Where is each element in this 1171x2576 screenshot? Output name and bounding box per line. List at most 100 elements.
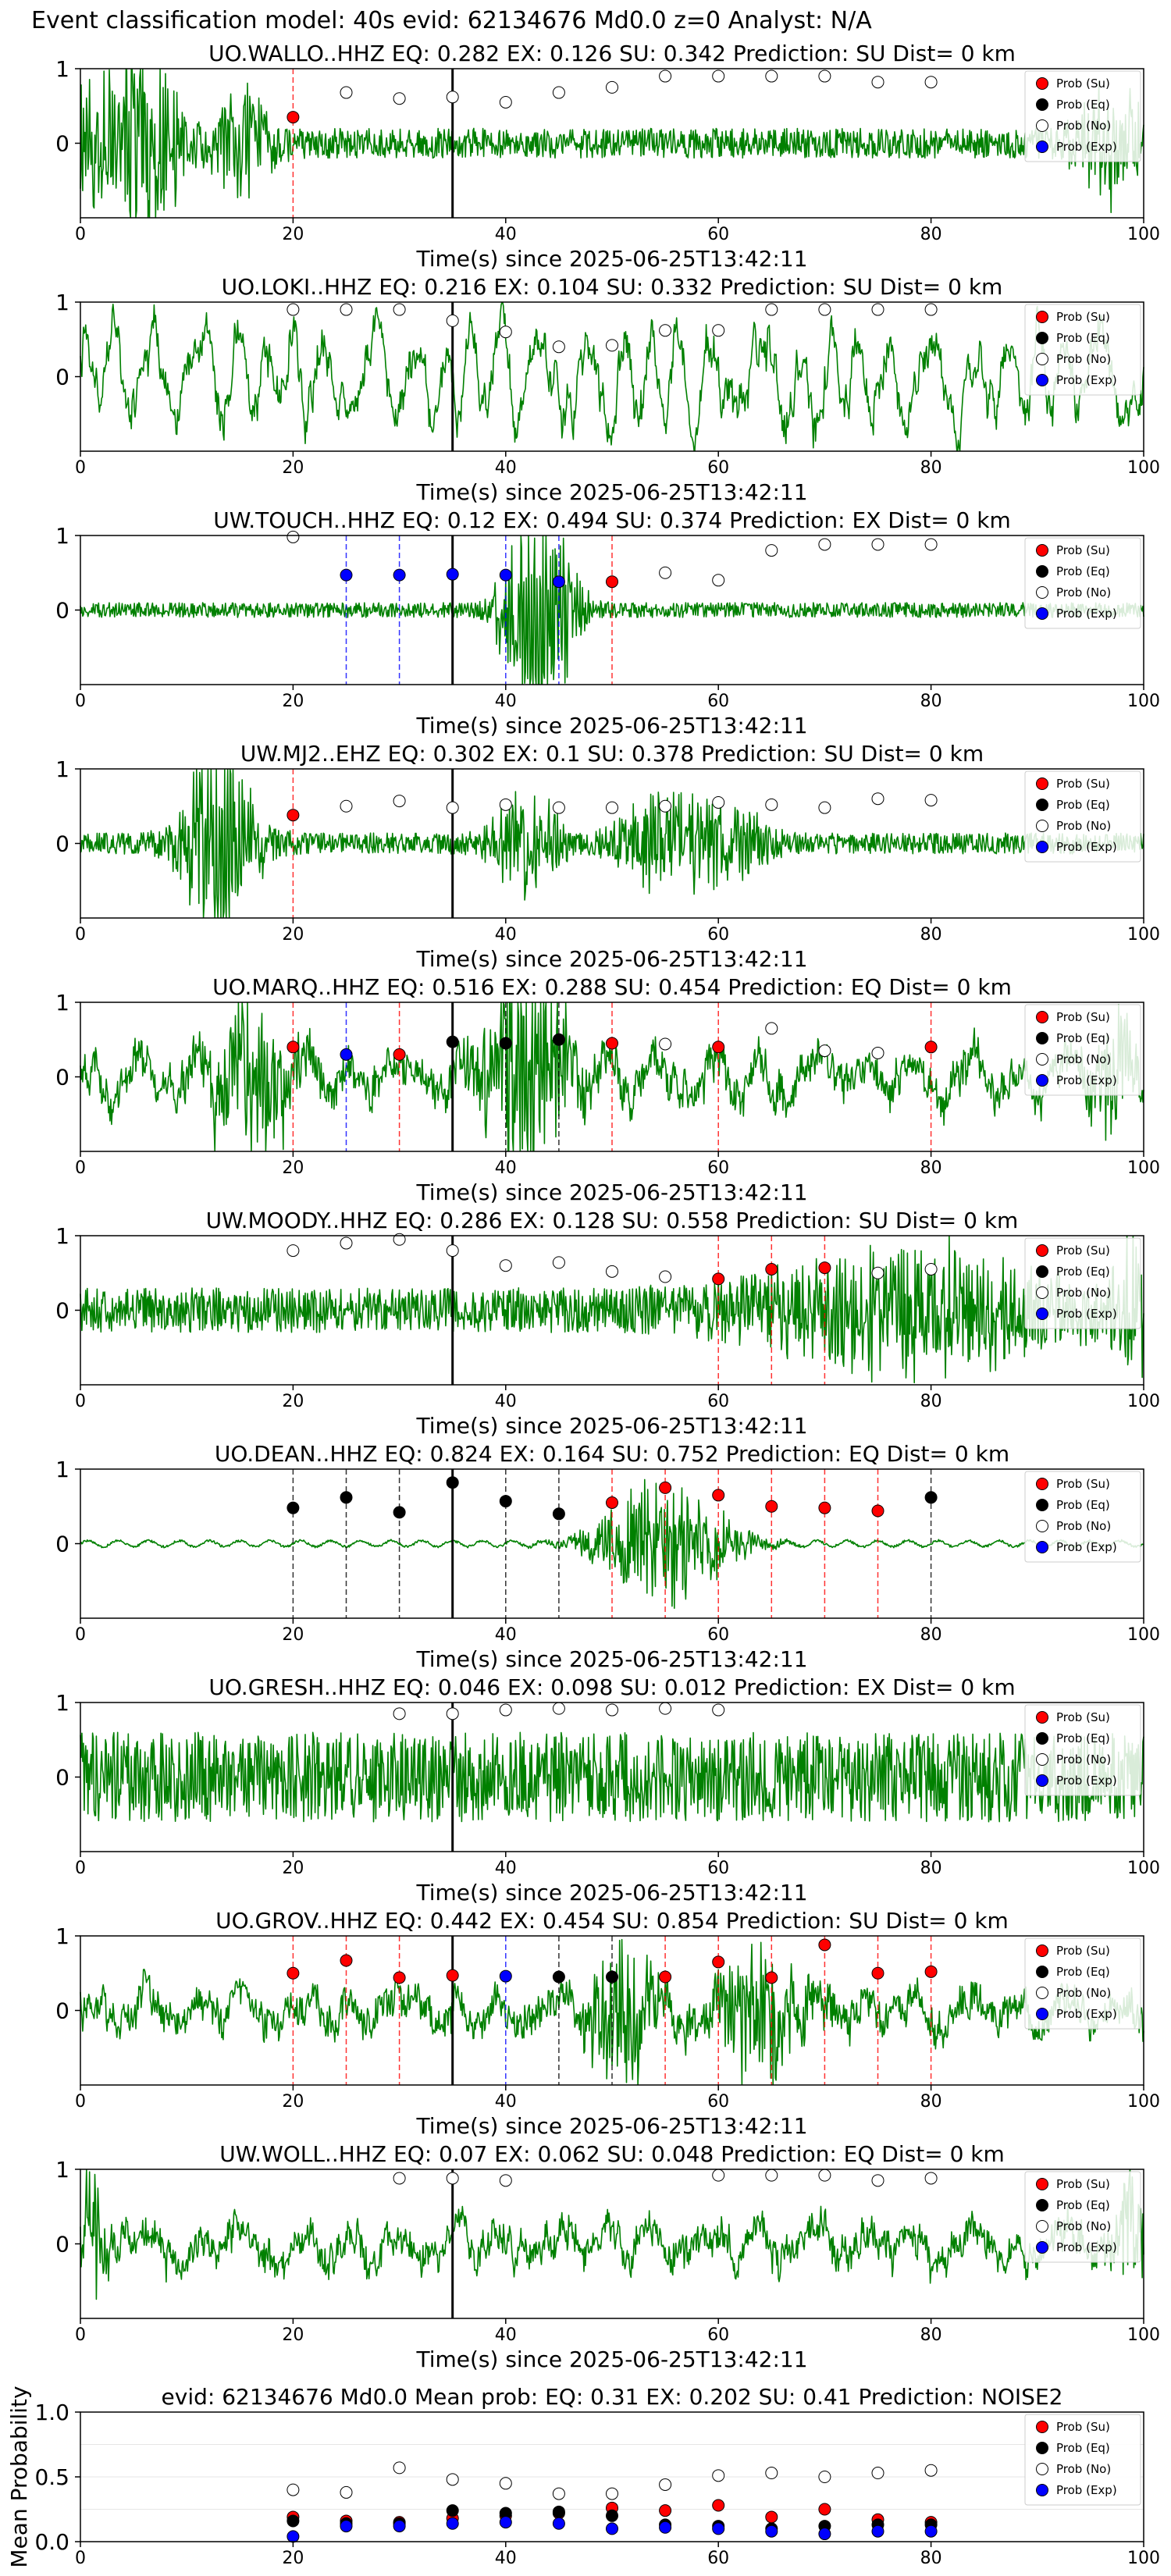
legend-label-eq: Prob (Eq) xyxy=(1056,1031,1110,1045)
prob-marker-exp xyxy=(340,1048,353,1061)
legend-label-eq: Prob (Eq) xyxy=(1056,1265,1110,1279)
prob-marker-no xyxy=(871,303,884,316)
prob-marker-eq xyxy=(446,1035,459,1048)
legend-box xyxy=(1024,1937,1141,2030)
legend-label-no: Prob (No) xyxy=(1056,1286,1111,1300)
prob-marker-exp xyxy=(712,2522,725,2535)
prob-marker-no xyxy=(924,2464,938,2477)
legend: Prob (Su) Prob (Eq) Prob (No) Prob (Exp) xyxy=(1024,770,1141,863)
panel-title: UO.GRESH..HHZ EQ: 0.046 EX: 0.098 SU: 0.… xyxy=(208,1674,1015,1700)
x-axis-label: Time(s) since 2025-06-25T13:42:11 xyxy=(415,479,807,505)
prob-marker-no xyxy=(818,2169,831,2182)
prob-marker-no xyxy=(659,566,672,579)
prob-marker-no xyxy=(871,792,884,806)
y-tick-label: 1 xyxy=(55,56,69,82)
prob-marker-eq xyxy=(446,2504,459,2517)
waveform-trace xyxy=(80,1478,1144,1609)
legend-marker-eq xyxy=(1036,98,1048,111)
prob-marker-no xyxy=(287,2483,300,2496)
prob-marker-eq xyxy=(340,1491,353,1504)
legend-marker-no xyxy=(1036,1053,1048,1066)
legend-marker-eq xyxy=(1036,799,1048,811)
legend-label-su: Prob (Su) xyxy=(1056,310,1110,324)
x-tick-label: 80 xyxy=(920,692,942,711)
x-tick-label: 0 xyxy=(75,1392,86,1411)
y-tick-label: 1 xyxy=(55,2157,69,2183)
prob-marker-su xyxy=(659,1481,672,1494)
legend-marker-su xyxy=(1036,1478,1048,1490)
prob-marker-eq xyxy=(606,2509,618,2522)
x-tick-label: 60 xyxy=(707,2549,729,2568)
legend-marker-exp xyxy=(1036,607,1048,620)
x-tick-label: 80 xyxy=(920,1625,942,1645)
prob-marker-no xyxy=(499,95,512,109)
prob-marker-exp xyxy=(765,2524,778,2538)
panel-title: UW.WOLL..HHZ EQ: 0.07 EX: 0.062 SU: 0.04… xyxy=(219,2141,1005,2167)
prob-marker-no xyxy=(340,799,353,813)
prob-marker-exp xyxy=(393,2520,406,2533)
y-tick-label: 0 xyxy=(55,2232,69,2258)
prob-marker-exp xyxy=(499,568,512,582)
x-tick-label: 80 xyxy=(920,1392,942,1411)
legend-label-su: Prob (Su) xyxy=(1056,1010,1110,1024)
x-tick-label: 40 xyxy=(495,1625,517,1645)
x-tick-label: 40 xyxy=(495,1859,517,1878)
panel-title: UW.TOUCH..HHZ EQ: 0.12 EX: 0.494 SU: 0.3… xyxy=(213,507,1011,533)
x-tick-label: 80 xyxy=(920,2092,942,2112)
legend-label-su: Prob (Su) xyxy=(1056,777,1110,791)
x-axis-label: Time(s) since 2025-06-25T13:42:11 xyxy=(415,246,807,272)
legend-label-eq: Prob (Eq) xyxy=(1056,1498,1110,1512)
x-tick-label: 100 xyxy=(1127,225,1160,244)
x-tick-label: 20 xyxy=(282,2092,304,2112)
legend: Prob (Su) Prob (Eq) Prob (No) Prob (Exp) xyxy=(1024,70,1141,162)
legend-marker-exp xyxy=(1036,2241,1048,2254)
x-tick-label: 20 xyxy=(282,2325,304,2345)
x-tick-label: 20 xyxy=(282,458,304,478)
prob-marker-su xyxy=(765,2510,778,2524)
prob-marker-eq xyxy=(552,1507,565,1521)
legend-label-eq: Prob (Eq) xyxy=(1056,2441,1110,2455)
panel-title: UO.DEAN..HHZ EQ: 0.824 EX: 0.164 SU: 0.7… xyxy=(215,1441,1009,1467)
prob-marker-no xyxy=(659,324,672,337)
legend-marker-no xyxy=(1036,1520,1048,1532)
prob-marker-no xyxy=(340,303,353,316)
legend-box xyxy=(1024,304,1141,396)
y-tick-label: 1 xyxy=(55,756,69,782)
x-tick-label: 0 xyxy=(75,225,86,244)
x-tick-label: 100 xyxy=(1127,2549,1160,2568)
panel-title: UO.GROV..HHZ EQ: 0.442 EX: 0.454 SU: 0.8… xyxy=(215,1908,1009,1934)
prob-marker-no xyxy=(340,1236,353,1250)
prob-marker-no xyxy=(446,91,459,104)
prob-marker-su xyxy=(393,1048,406,1061)
y-tick-label: 0 xyxy=(55,1998,69,2024)
y-tick-label: 0 xyxy=(55,1298,69,1324)
x-tick-label: 60 xyxy=(707,1859,729,1878)
prob-marker-no xyxy=(818,69,831,83)
prob-marker-su xyxy=(712,1955,725,1969)
prob-marker-no xyxy=(552,340,565,354)
legend-marker-eq xyxy=(1036,565,1048,578)
legend-label-no: Prob (No) xyxy=(1056,585,1111,600)
legend-label-eq: Prob (Eq) xyxy=(1056,98,1110,112)
legend-box xyxy=(1024,70,1141,162)
prob-marker-exp xyxy=(499,1969,512,1983)
prob-marker-no xyxy=(871,1266,884,1279)
panel-title: UO.LOKI..HHZ EQ: 0.216 EX: 0.104 SU: 0.3… xyxy=(222,274,1003,300)
prob-marker-no xyxy=(606,80,618,94)
prob-marker-su xyxy=(712,1489,725,1502)
legend-marker-su xyxy=(1036,311,1048,323)
x-axis-label: Time(s) since 2025-06-25T13:42:11 xyxy=(415,946,807,972)
waveform-trace xyxy=(80,301,1144,452)
legend-marker-exp xyxy=(1036,841,1048,853)
legend-marker-no xyxy=(1036,2463,1048,2475)
legend-box xyxy=(1024,1004,1141,1096)
x-tick-label: 20 xyxy=(282,692,304,711)
prob-marker-no xyxy=(818,2471,831,2483)
legend: Prob (Su) Prob (Eq) Prob (No) Prob (Exp) xyxy=(1024,2414,1141,2506)
y-tick-label: 1.0 xyxy=(34,2400,69,2425)
legend-box xyxy=(1024,770,1141,863)
x-tick-label: 40 xyxy=(495,1392,517,1411)
legend-label-no: Prob (No) xyxy=(1056,1519,1111,1533)
x-tick-label: 20 xyxy=(282,1859,304,1878)
x-tick-label: 80 xyxy=(920,2325,942,2345)
